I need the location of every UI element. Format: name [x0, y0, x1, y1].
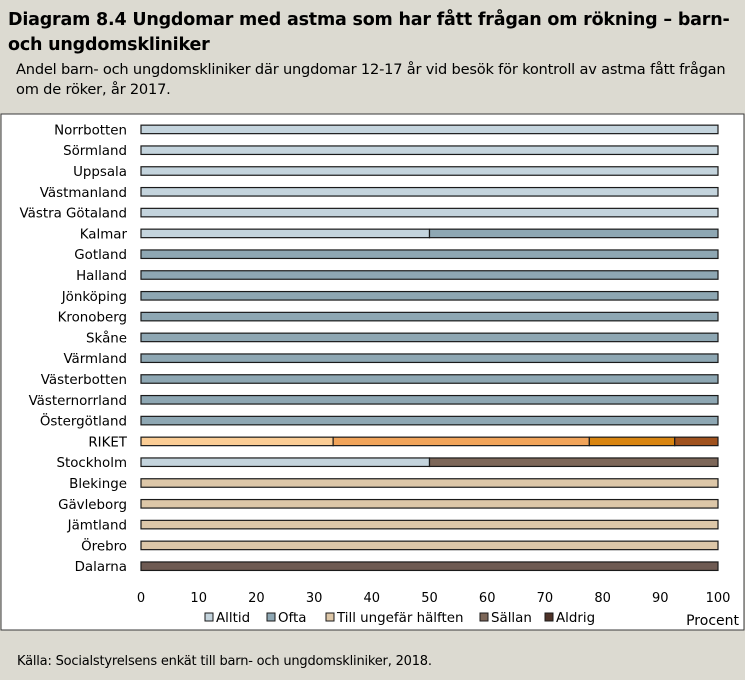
bar-kalmar-alltid	[140, 228, 431, 239]
bar-riket-alltid	[140, 436, 334, 447]
x-tick-label: 40	[364, 591, 381, 606]
bar-halland-ofta	[140, 270, 719, 280]
category-label: Gotland	[74, 248, 127, 263]
category-label: Västernorrland	[29, 394, 127, 409]
chart-title: Diagram 8.4 Ungdomar med astma som har f…	[8, 10, 730, 55]
category-label: Halland	[76, 269, 127, 284]
category-label: Västmanland	[40, 186, 127, 201]
bar-värmland-ofta	[140, 353, 719, 364]
legend-swatch-aldrig	[544, 612, 554, 622]
legend-swatch-till-ungefär-hälften	[325, 612, 335, 622]
x-axis: 0 10 20 30 40 50 60 70 80 90 100	[137, 591, 731, 606]
category-label: Västra Götaland	[20, 207, 127, 222]
bars-group	[140, 124, 719, 572]
x-tick-label: 70	[537, 591, 554, 606]
bar-jämtland-till-ungefär-hälften	[140, 519, 719, 530]
category-label: RIKET	[88, 435, 127, 450]
legend-swatch-sällan	[479, 612, 489, 622]
legend-label-sällan: Sällan	[491, 611, 532, 626]
bar-kalmar-ofta	[428, 228, 719, 239]
bar-västerbotten-ofta	[140, 374, 719, 384]
category-label: Norrbotten	[54, 123, 127, 138]
bar-sörmland-alltid	[140, 145, 719, 156]
x-axis-label: Procent	[686, 613, 739, 629]
bar-skåne-ofta	[140, 332, 719, 343]
x-tick-label: 60	[479, 591, 496, 606]
legend-label-aldrig: Aldrig	[556, 611, 595, 626]
bar-kronoberg-ofta	[140, 311, 719, 322]
x-tick-label: 100	[706, 591, 731, 606]
legend-swatch-ofta	[266, 612, 276, 622]
category-label: Jämtland	[67, 519, 127, 534]
chart: Norrbotten Sörmland Uppsala Västmanland Väst…	[0, 113, 745, 631]
bar-blekinge-till-ungefär-hälften	[140, 478, 719, 488]
bar-gotland-ofta	[140, 249, 719, 260]
category-label: Västerbotten	[41, 373, 127, 388]
bar-riket-till-ungefär-hälften	[588, 436, 676, 447]
x-tick-label: 90	[652, 591, 669, 606]
x-tick-label: 0	[137, 591, 145, 606]
legend-label-ofta: Ofta	[278, 611, 306, 626]
chart-subtitle: Andel barn- och ungdomskliniker där ungd…	[16, 61, 726, 98]
category-label: Uppsala	[73, 165, 127, 180]
category-label: Östergötland	[40, 412, 127, 430]
category-labels: Norrbotten Sörmland Uppsala Västmanland Väst…	[20, 123, 128, 575]
x-tick-label: 50	[421, 591, 438, 606]
bar-uppsala-alltid	[140, 166, 719, 176]
bar-riket-ofta	[332, 436, 590, 447]
x-tick-label: 20	[248, 591, 265, 606]
category-label: Skåne	[86, 329, 127, 346]
bar-riket-sällan	[674, 436, 719, 447]
category-label: Sörmland	[63, 144, 127, 159]
category-label: Kronoberg	[58, 311, 127, 326]
bar-västernorrland-ofta	[140, 394, 719, 405]
category-label: Gävleborg	[58, 498, 127, 513]
bar-gävleborg-till-ungefär-hälften	[140, 498, 719, 509]
category-label: Stockholm	[56, 456, 127, 471]
bar-örebro-till-ungefär-hälften	[140, 540, 719, 551]
legend-label-till-ungefär-hälften: Till ungefär hälften	[336, 611, 463, 626]
x-tick-label: 80	[594, 591, 611, 606]
bar-västra-götaland-alltid	[140, 207, 719, 218]
bar-stockholm-alltid	[140, 457, 431, 468]
category-label: Örebro	[81, 536, 127, 554]
bar-östergötland-ofta	[140, 415, 719, 426]
category-label: Blekinge	[69, 477, 127, 492]
x-tick-label: 10	[190, 591, 207, 606]
category-label: Jönköping	[61, 290, 127, 305]
legend-label-alltid: Alltid	[216, 611, 250, 626]
source-note: Källa: Socialstyrelsens enkät till barn-…	[17, 654, 432, 669]
category-label: Värmland	[63, 352, 127, 367]
legend: Alltid Ofta Till ungefär hälften Sällan Aldr…	[204, 611, 595, 626]
bar-stockholm-sällan	[428, 457, 719, 468]
bar-jönköping-ofta	[140, 290, 719, 301]
category-label: Dalarna	[75, 560, 127, 575]
category-label: Kalmar	[80, 227, 128, 242]
bar-dalarna-aldrig	[140, 561, 719, 572]
x-tick-label: 30	[306, 591, 323, 606]
legend-swatch-alltid	[204, 612, 214, 622]
bar-norrbotten-alltid	[140, 124, 719, 135]
bar-västmanland-alltid	[140, 186, 719, 197]
